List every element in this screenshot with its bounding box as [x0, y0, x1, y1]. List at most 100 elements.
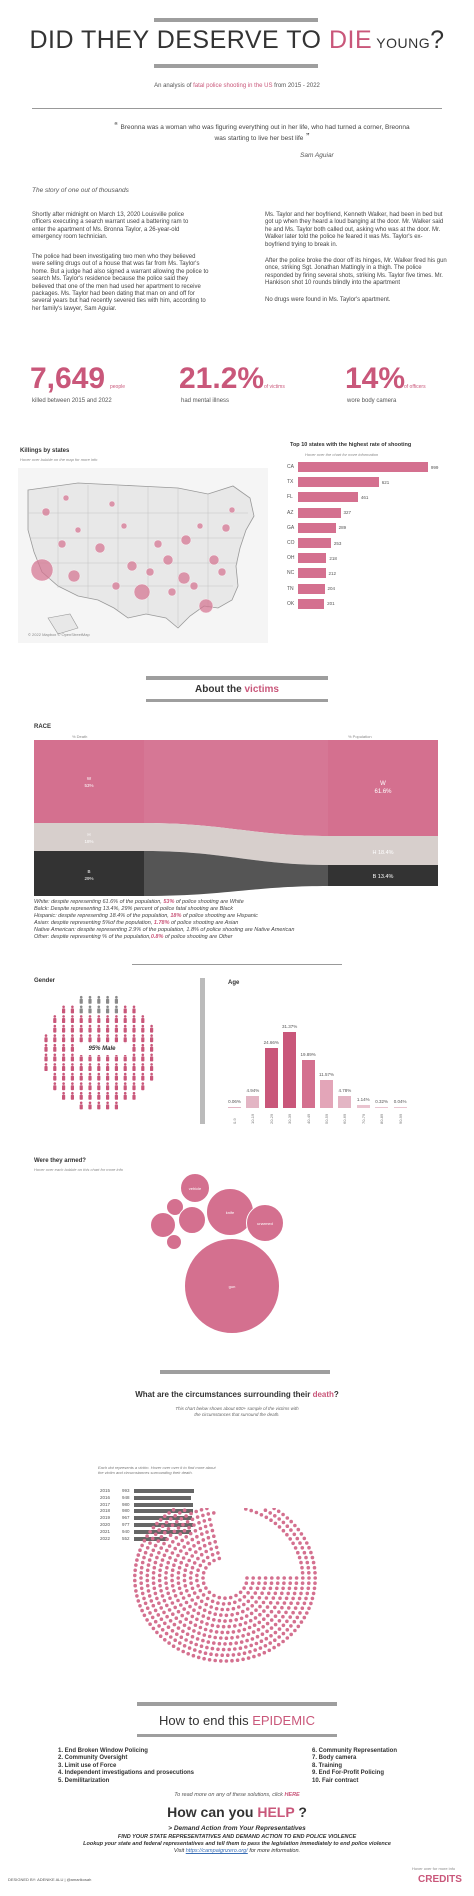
top10-bar[interactable] — [298, 598, 325, 609]
us-map[interactable] — [18, 468, 268, 643]
credits-button[interactable]: CREDITS — [418, 1874, 462, 1885]
person-icon — [132, 1015, 136, 1023]
victim-dot — [182, 1578, 187, 1583]
gender-people-chart[interactable] — [40, 992, 160, 1112]
victim-dot — [171, 1540, 175, 1544]
victims-dot-spiral[interactable] — [100, 1508, 370, 1678]
victim-dot — [153, 1543, 158, 1548]
person-icon — [97, 1024, 101, 1033]
victim-dot — [254, 1510, 259, 1515]
victim-dot — [242, 1627, 247, 1632]
year-bar[interactable] — [134, 1502, 194, 1507]
victim-dot — [155, 1596, 159, 1601]
age-bar[interactable] — [393, 1107, 407, 1108]
armed-bubble-small-4[interactable] — [166, 1234, 182, 1250]
victim-dot — [227, 1601, 232, 1606]
victim-dot — [147, 1594, 152, 1598]
person-icon — [106, 1101, 110, 1110]
victim-dot — [159, 1606, 163, 1610]
victim-dot — [192, 1523, 196, 1527]
victim-dot — [237, 1652, 241, 1656]
victim-dot — [273, 1514, 277, 1518]
age-category-label: 30-39 — [287, 1113, 293, 1124]
armed-bubble-unarmed[interactable]: unarmed — [246, 1204, 284, 1242]
age-bar[interactable] — [375, 1107, 389, 1108]
year-bar[interactable] — [134, 1516, 193, 1521]
victim-dot — [147, 1558, 152, 1562]
age-value-label: 1.14% — [356, 1097, 370, 1103]
victim-dot — [145, 1618, 149, 1622]
victim-dot — [155, 1521, 159, 1526]
victim-dot — [139, 1571, 143, 1575]
victim-dot — [198, 1605, 202, 1610]
top10-bar[interactable] — [298, 568, 326, 579]
victim-dot — [201, 1538, 206, 1542]
victim-dot — [294, 1581, 299, 1585]
victim-dot — [234, 1618, 238, 1622]
victim-dot — [185, 1589, 189, 1593]
victim-dot — [140, 1560, 145, 1565]
top10-title: Top 10 states with the highest rate of s… — [290, 442, 412, 448]
victim-dot — [309, 1550, 313, 1555]
top10-bar[interactable] — [298, 522, 336, 533]
victim-dot — [237, 1629, 241, 1633]
age-bar[interactable] — [301, 1059, 315, 1108]
victim-dot — [311, 1560, 316, 1565]
victim-dot — [299, 1560, 303, 1565]
read-more-link[interactable]: HERE — [284, 1792, 300, 1798]
year-bar[interactable] — [134, 1489, 194, 1493]
victim-dot — [250, 1595, 254, 1600]
victim-dot — [247, 1625, 252, 1630]
year-bar[interactable] — [134, 1536, 168, 1541]
age-bar[interactable] — [246, 1096, 260, 1108]
victim-dot — [248, 1650, 252, 1654]
victim-dot — [272, 1508, 276, 1511]
top10-bar[interactable] — [298, 583, 325, 594]
age-bar[interactable] — [264, 1048, 278, 1108]
top10-bar[interactable] — [298, 492, 358, 503]
top10-bar[interactable] — [298, 538, 331, 548]
victim-dot — [300, 1586, 304, 1591]
age-bar[interactable] — [283, 1032, 297, 1108]
armed-bubble-small-1[interactable] — [150, 1212, 176, 1238]
gender-label: 95% Male — [76, 1044, 128, 1055]
victim-dot — [219, 1613, 223, 1617]
victim-dot — [233, 1600, 237, 1605]
victim-dot — [210, 1599, 215, 1604]
year-bar[interactable] — [134, 1529, 191, 1534]
year-bar[interactable] — [134, 1495, 192, 1500]
top10-bar[interactable] — [298, 477, 379, 488]
victim-dot — [248, 1618, 253, 1623]
armed-bubble-vehicle[interactable]: vehicle — [180, 1173, 210, 1203]
campaign-zero-link[interactable]: https://campaignzero.org/ — [185, 1848, 248, 1854]
armed-bubble-knife[interactable]: knife — [206, 1188, 254, 1236]
victim-dot — [207, 1561, 212, 1566]
victim-dot — [158, 1583, 162, 1588]
year-bar[interactable] — [134, 1509, 194, 1514]
top10-bar[interactable] — [298, 507, 341, 518]
age-bar[interactable] — [338, 1096, 352, 1108]
end-top-rule — [137, 1702, 337, 1706]
victim-dot — [163, 1638, 167, 1642]
victim-dot — [165, 1586, 169, 1591]
victim-dot — [145, 1568, 150, 1573]
age-bar[interactable] — [356, 1105, 370, 1108]
armed-bubble-small-3[interactable] — [178, 1206, 206, 1234]
victim-dot — [288, 1615, 292, 1619]
armed-bubble-gun[interactable]: gun — [184, 1238, 280, 1334]
victim-dot — [163, 1514, 167, 1518]
age-bar[interactable] — [228, 1107, 241, 1108]
victim-dot — [189, 1640, 193, 1645]
person-icon — [79, 995, 83, 1004]
top10-bar[interactable] — [298, 553, 327, 564]
age-bar[interactable] — [320, 1079, 333, 1108]
victim-dot — [281, 1623, 286, 1628]
race-pop-black — [328, 865, 438, 886]
person-icon — [70, 1053, 74, 1062]
top10-bar[interactable] — [298, 462, 428, 472]
person-icon — [150, 1034, 154, 1043]
person-icon — [79, 1034, 83, 1043]
person-icon — [62, 1063, 66, 1071]
race-chart[interactable]: W 53% H 18% B 29% W 61.6% H 18.4% B 13.4… — [34, 740, 438, 896]
person-icon — [70, 1034, 74, 1043]
